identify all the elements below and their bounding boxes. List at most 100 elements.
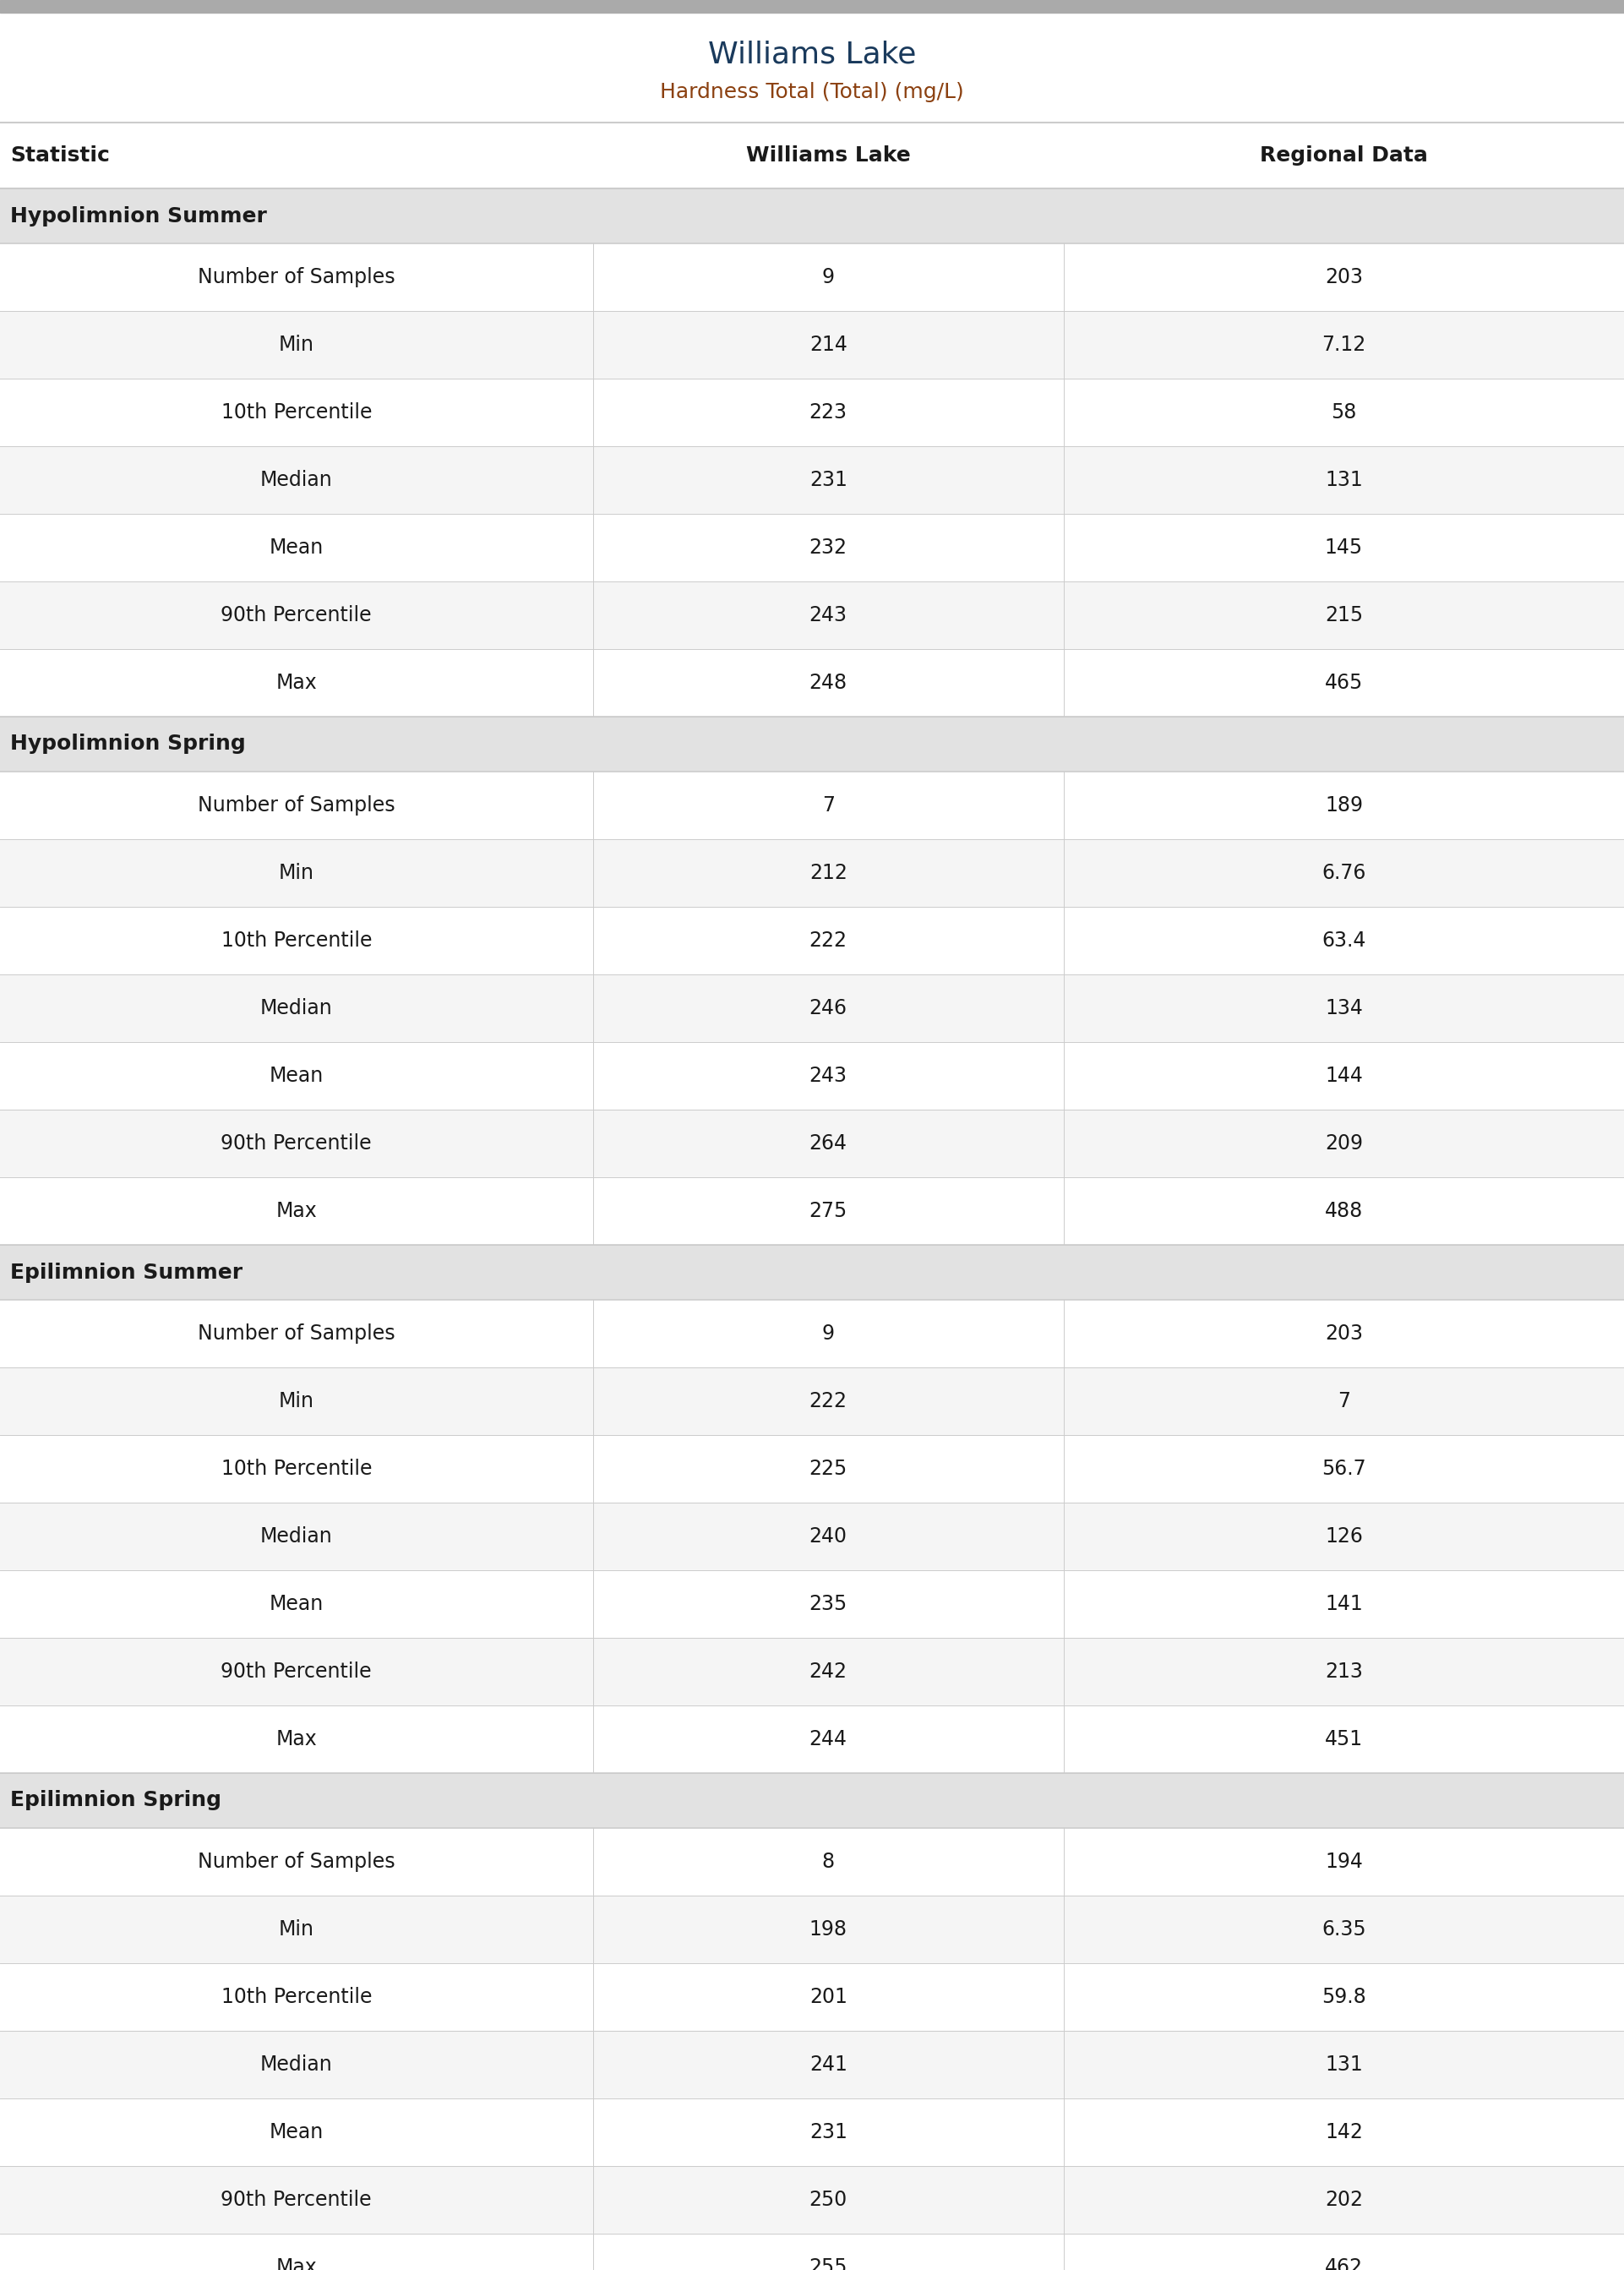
- Text: 201: 201: [809, 1986, 848, 2007]
- Text: 488: 488: [1325, 1201, 1363, 1221]
- Text: Hypolimnion Summer: Hypolimnion Summer: [10, 207, 266, 227]
- Text: 241: 241: [809, 2054, 848, 2075]
- Text: 451: 451: [1325, 1730, 1363, 1750]
- Bar: [0, 1110, 1624, 1178]
- Text: 465: 465: [1325, 672, 1363, 692]
- Bar: [0, 1503, 1624, 1571]
- Text: 235: 235: [809, 1594, 848, 1614]
- Text: 58: 58: [1332, 402, 1356, 422]
- Text: 10th Percentile: 10th Percentile: [221, 402, 372, 422]
- Text: 142: 142: [1325, 2122, 1363, 2143]
- Text: 141: 141: [1325, 1594, 1363, 1614]
- Bar: [0, 1435, 1624, 1503]
- Bar: [0, 2032, 1624, 2097]
- Text: 131: 131: [1325, 470, 1363, 490]
- Text: 222: 222: [809, 931, 848, 951]
- Text: 212: 212: [809, 863, 848, 883]
- Bar: [0, 581, 1624, 649]
- Text: Max: Max: [276, 1730, 317, 1750]
- Bar: [0, 2097, 1624, 2166]
- Text: 131: 131: [1325, 2054, 1363, 2075]
- Text: 10th Percentile: 10th Percentile: [221, 1986, 372, 2007]
- Bar: [0, 1773, 1624, 1827]
- Text: 248: 248: [809, 672, 848, 692]
- Text: Mean: Mean: [270, 2122, 323, 2143]
- Text: 243: 243: [809, 1065, 848, 1085]
- Bar: [0, 974, 1624, 1042]
- Text: 215: 215: [1325, 606, 1363, 627]
- Bar: [0, 2234, 1624, 2270]
- Text: 231: 231: [809, 2122, 848, 2143]
- Text: 246: 246: [809, 999, 848, 1019]
- Text: 9: 9: [822, 268, 835, 288]
- Text: Max: Max: [276, 2256, 317, 2270]
- Text: Williams Lake: Williams Lake: [708, 41, 916, 68]
- Text: Number of Samples: Number of Samples: [198, 1323, 395, 1344]
- Text: 242: 242: [809, 1662, 848, 1682]
- Text: 7.12: 7.12: [1322, 334, 1366, 354]
- Text: Min: Min: [279, 334, 313, 354]
- Text: Number of Samples: Number of Samples: [198, 794, 395, 815]
- Bar: [0, 1964, 1624, 2032]
- Bar: [0, 1705, 1624, 1773]
- Text: 145: 145: [1325, 538, 1363, 558]
- Bar: [0, 188, 1624, 243]
- Bar: [0, 1301, 1624, 1367]
- Text: Williams Lake: Williams Lake: [745, 145, 911, 166]
- Text: 90th Percentile: 90th Percentile: [221, 1662, 372, 1682]
- Text: 264: 264: [809, 1133, 848, 1153]
- Text: Median: Median: [260, 2054, 333, 2075]
- Bar: [0, 772, 1624, 840]
- Text: 7: 7: [1338, 1392, 1350, 1412]
- Text: 462: 462: [1325, 2256, 1363, 2270]
- Text: 90th Percentile: 90th Percentile: [221, 606, 372, 627]
- Bar: [0, 2166, 1624, 2234]
- Text: 59.8: 59.8: [1322, 1986, 1366, 2007]
- Text: 198: 198: [809, 1918, 848, 1939]
- Text: Min: Min: [279, 1918, 313, 1939]
- Text: 10th Percentile: 10th Percentile: [221, 1460, 372, 1480]
- Bar: [0, 1042, 1624, 1110]
- Text: 7: 7: [822, 794, 835, 815]
- Bar: [0, 243, 1624, 311]
- Text: 255: 255: [809, 2256, 848, 2270]
- Text: 214: 214: [809, 334, 848, 354]
- Bar: [0, 906, 1624, 974]
- Text: 202: 202: [1325, 2191, 1363, 2211]
- Bar: [0, 379, 1624, 447]
- Text: 232: 232: [809, 538, 848, 558]
- Text: 10th Percentile: 10th Percentile: [221, 931, 372, 951]
- Text: Epilimnion Spring: Epilimnion Spring: [10, 1791, 221, 1811]
- Text: 222: 222: [809, 1392, 848, 1412]
- Bar: [0, 123, 1624, 188]
- Text: Median: Median: [260, 1525, 333, 1546]
- Text: Max: Max: [276, 1201, 317, 1221]
- Bar: [0, 1367, 1624, 1435]
- Text: 90th Percentile: 90th Percentile: [221, 1133, 372, 1153]
- Text: 189: 189: [1325, 794, 1363, 815]
- Text: Hypolimnion Spring: Hypolimnion Spring: [10, 733, 245, 754]
- Bar: [0, 1244, 1624, 1301]
- Bar: [0, 1895, 1624, 1964]
- Text: Min: Min: [279, 1392, 313, 1412]
- Bar: [0, 1178, 1624, 1244]
- Text: 243: 243: [809, 606, 848, 627]
- Text: Statistic: Statistic: [10, 145, 110, 166]
- Text: 6.76: 6.76: [1322, 863, 1366, 883]
- Text: Mean: Mean: [270, 1594, 323, 1614]
- Text: 225: 225: [809, 1460, 848, 1480]
- Text: Min: Min: [279, 863, 313, 883]
- Text: 90th Percentile: 90th Percentile: [221, 2191, 372, 2211]
- Text: Median: Median: [260, 470, 333, 490]
- Bar: [0, 513, 1624, 581]
- Text: 203: 203: [1325, 1323, 1363, 1344]
- Text: Epilimnion Summer: Epilimnion Summer: [10, 1262, 242, 1283]
- Text: Number of Samples: Number of Samples: [198, 1852, 395, 1873]
- Text: 213: 213: [1325, 1662, 1363, 1682]
- Text: 126: 126: [1325, 1525, 1363, 1546]
- Text: 244: 244: [809, 1730, 848, 1750]
- Text: Median: Median: [260, 999, 333, 1019]
- Text: Mean: Mean: [270, 1065, 323, 1085]
- Text: 63.4: 63.4: [1322, 931, 1366, 951]
- Text: Mean: Mean: [270, 538, 323, 558]
